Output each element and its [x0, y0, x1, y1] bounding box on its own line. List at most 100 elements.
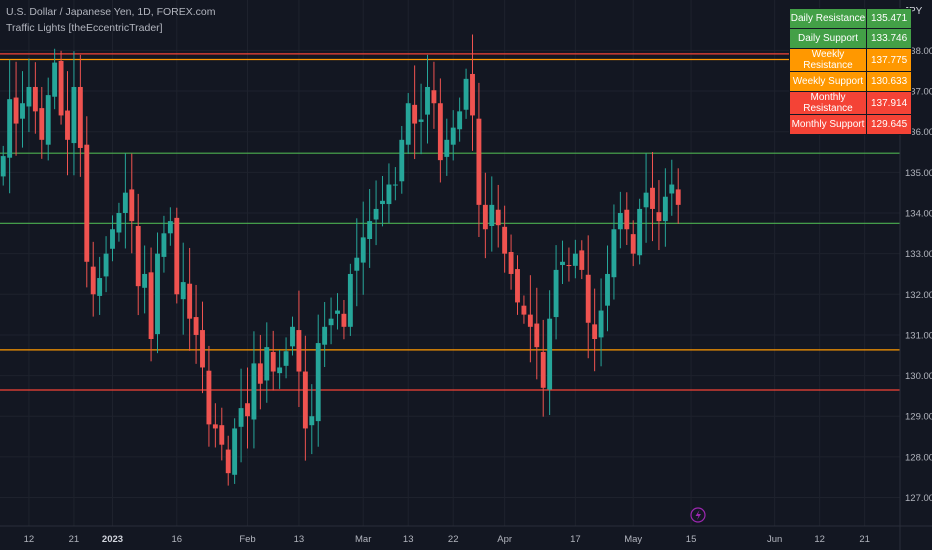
candle-body	[212, 424, 218, 429]
price-tick-label: 131.000	[905, 330, 932, 341]
price-tick-label: 132.000	[905, 290, 932, 301]
chart-title: U.S. Dollar / Japanese Yen, 1D, FOREX.co…	[6, 6, 216, 18]
candle-body	[309, 416, 315, 426]
price-tick-label: 137.000	[905, 87, 932, 98]
candle-body	[122, 192, 128, 213]
candle-body	[592, 324, 598, 340]
level-value: 135.471	[866, 8, 912, 29]
time-tick-label: 13	[403, 534, 414, 545]
time-tick-label: 12	[814, 534, 825, 545]
levels-row: Weekly Resistance 137.775	[789, 48, 912, 72]
candle-body	[71, 86, 77, 144]
price-tick-label: 133.000	[905, 249, 932, 260]
candle-body	[553, 269, 559, 318]
candle-body	[630, 234, 636, 254]
levels-row: Weekly Support 130.633	[789, 71, 912, 92]
candle-body	[521, 305, 527, 315]
level-label: Weekly Support	[789, 71, 867, 92]
candle-body	[39, 108, 45, 140]
candle-body	[360, 237, 366, 263]
candle-body	[470, 73, 475, 116]
candle-body	[560, 261, 565, 266]
candle-body	[110, 229, 115, 249]
candle-body	[155, 253, 160, 335]
candle-body	[219, 425, 225, 445]
candle-body	[482, 204, 488, 230]
candle-body	[617, 212, 623, 230]
indicator-label[interactable]: Traffic Lights [theEccentricTrader]	[6, 22, 163, 34]
candle-body	[463, 78, 469, 110]
candle-body	[515, 269, 520, 303]
price-tick-label: 129.000	[905, 412, 932, 423]
candle-body	[457, 111, 463, 130]
candle-body	[637, 208, 643, 256]
candle-body	[566, 265, 572, 267]
candle-body	[245, 403, 250, 417]
candle-body	[380, 200, 385, 205]
price-tick-label: 130.000	[905, 371, 932, 382]
candle-body	[129, 189, 135, 222]
level-label: Daily Resistance	[789, 8, 867, 29]
candle-body	[335, 310, 340, 314]
candle-body	[328, 318, 334, 326]
level-value: 130.633	[866, 71, 912, 92]
time-axis: 12 21 2023 16 Feb 13 Mar 13 22 Apr 17 May 15 Jun 12 21	[0, 525, 932, 545]
time-tick-label: 12	[24, 534, 35, 545]
candle-body	[425, 86, 430, 115]
time-tick-label: Feb	[239, 534, 255, 545]
candle-body	[540, 352, 546, 388]
candle-body	[341, 313, 347, 327]
candle-body	[373, 208, 379, 220]
candle-body	[20, 103, 25, 119]
candle-body	[495, 209, 501, 226]
level-value: 133.746	[866, 28, 912, 49]
candle-body	[302, 371, 308, 429]
time-tick-label: 16	[171, 534, 182, 545]
candle-body	[650, 187, 655, 209]
candle-body	[148, 272, 154, 340]
candle-body	[502, 226, 508, 254]
candle-body	[643, 192, 649, 208]
candle-body	[26, 86, 32, 107]
candles	[0, 34, 681, 486]
time-tick-label: 15	[686, 534, 697, 545]
candle-body	[605, 273, 610, 306]
candle-body	[418, 119, 424, 122]
time-tick-label: 22	[448, 534, 459, 545]
candle-body	[315, 343, 321, 422]
candle-body	[392, 184, 398, 186]
level-label: Daily Support	[789, 28, 867, 49]
candle-body	[624, 209, 630, 230]
chart-grid	[0, 0, 900, 526]
lightning-icon[interactable]	[690, 507, 706, 523]
candle-body	[270, 352, 276, 372]
candle-body	[290, 326, 295, 347]
candle-body	[675, 189, 681, 205]
candle-body	[572, 253, 578, 266]
candle-body	[135, 226, 141, 287]
candle-body	[84, 144, 90, 262]
candle-body	[598, 310, 604, 338]
candle-body	[534, 323, 540, 348]
candle-body	[527, 314, 533, 327]
levels-row: Daily Resistance 135.471	[789, 8, 912, 29]
candle-body	[161, 233, 167, 257]
price-tick-label: 135.000	[905, 168, 932, 179]
time-tick-label: 21	[69, 534, 80, 545]
levels-row: Daily Support 133.746	[789, 28, 912, 49]
time-tick-label: 2023	[102, 534, 123, 545]
candle-body	[347, 273, 353, 327]
candle-body	[489, 204, 495, 226]
candle-body	[200, 330, 205, 368]
candle-body	[257, 363, 263, 384]
candle-body	[77, 86, 83, 148]
candle-body	[187, 283, 193, 319]
time-tick-label: Apr	[497, 534, 512, 545]
candle-body	[193, 317, 199, 335]
candle-body	[437, 103, 443, 161]
candle-body	[206, 370, 212, 425]
levels-row: Monthly Support 129.645	[789, 114, 912, 135]
candle-body	[354, 257, 360, 271]
level-label: Monthly Resistance	[789, 91, 867, 115]
